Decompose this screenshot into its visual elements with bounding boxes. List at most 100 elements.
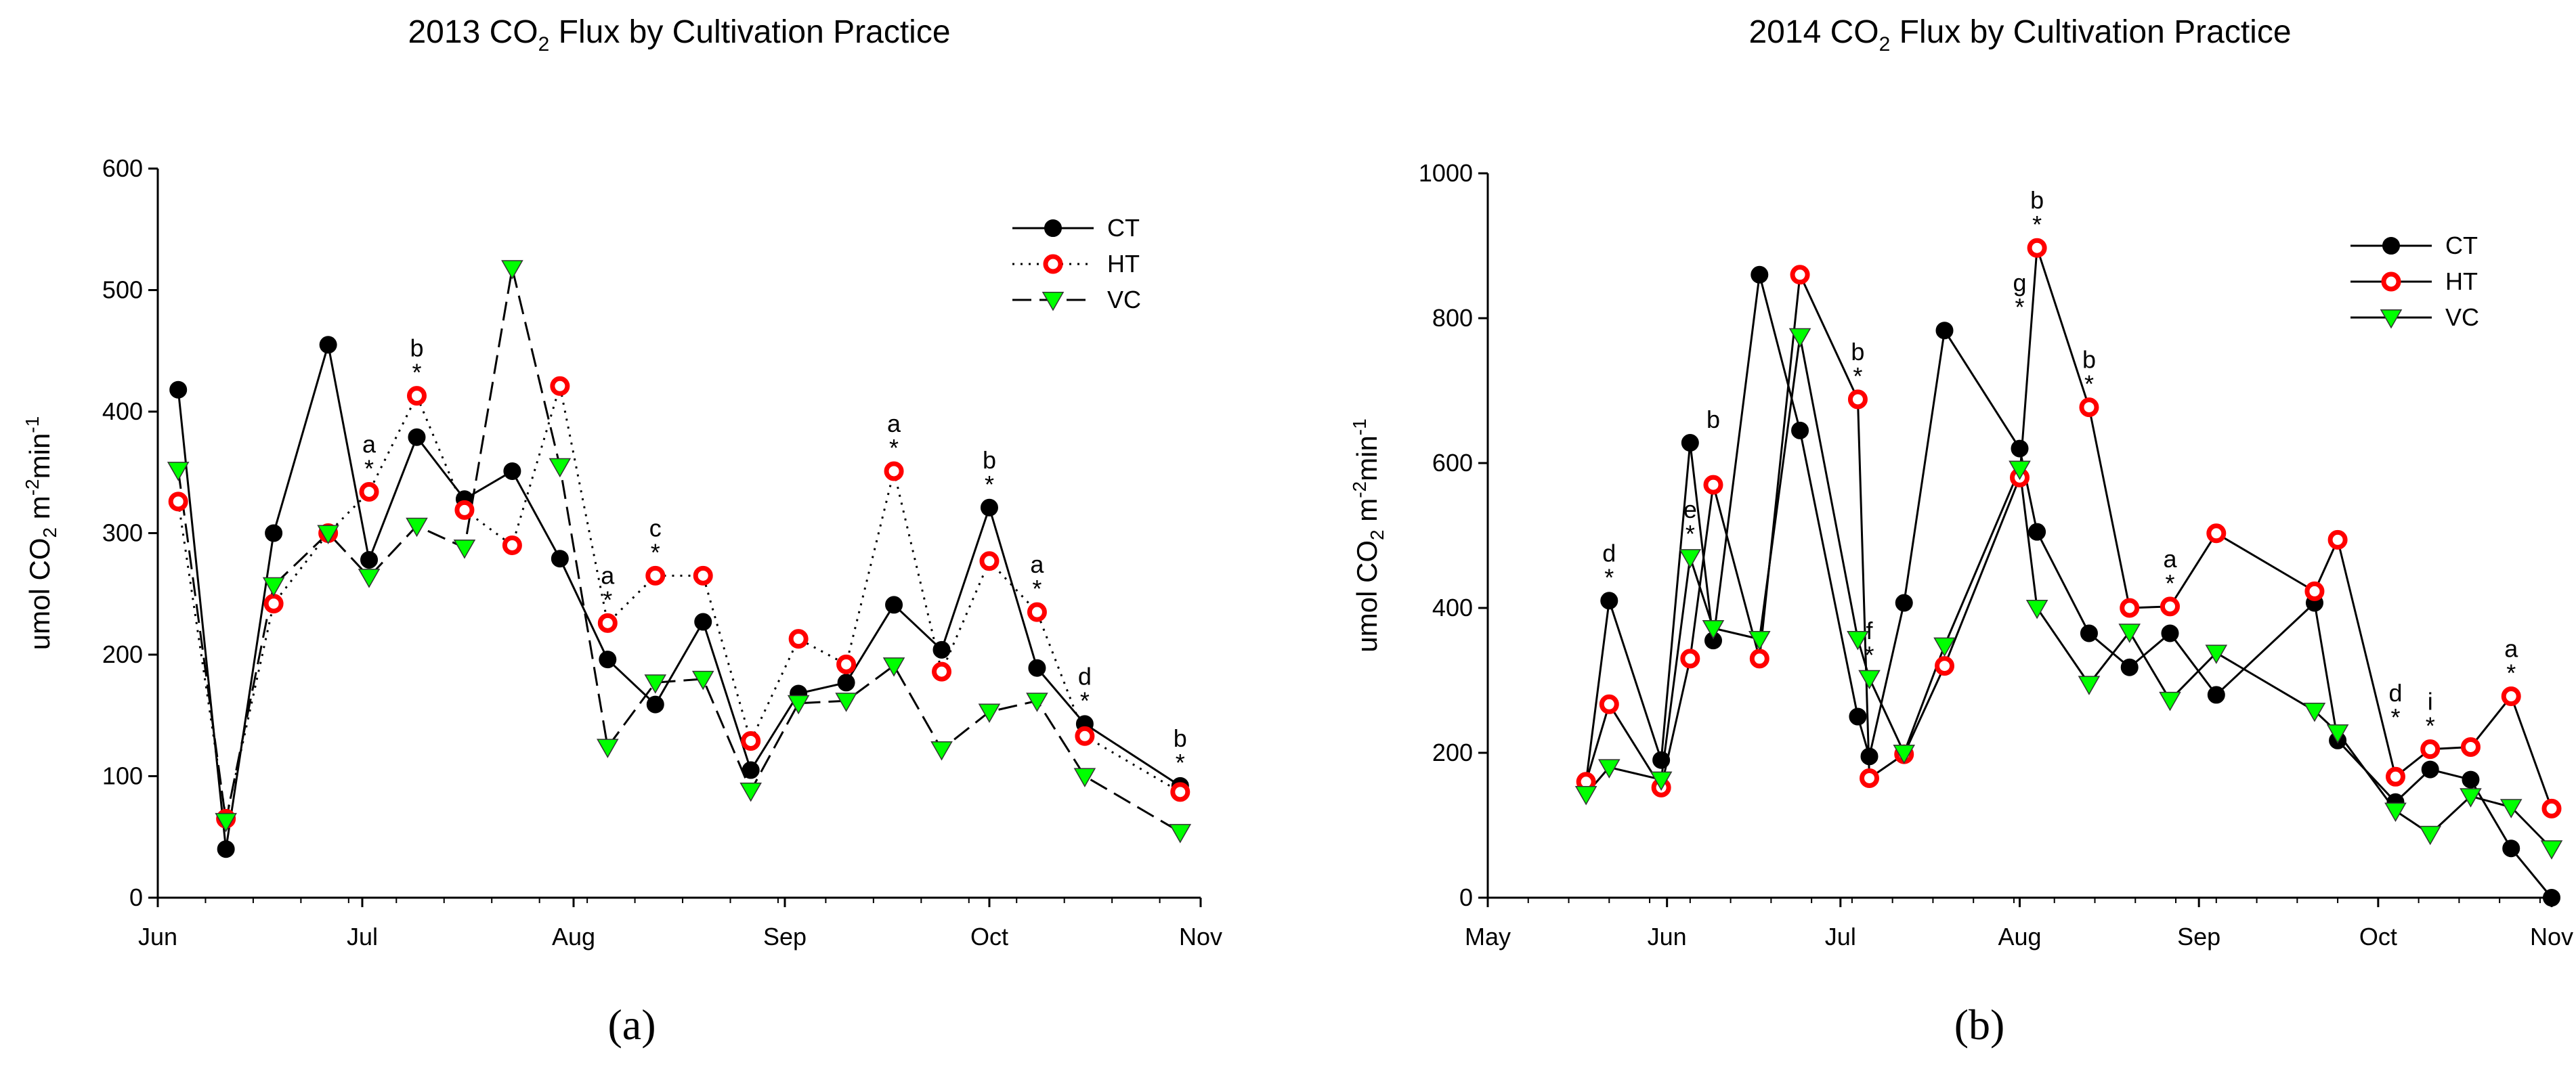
- significance-annotation: *: [1686, 520, 1695, 548]
- significance-annotation: *: [2032, 211, 2042, 238]
- data-point-ct: [599, 651, 617, 669]
- legend-marker-ct: [2382, 237, 2400, 255]
- significance-annotation: a: [362, 430, 377, 458]
- chart-title: 2014 CO2 Flux by Cultivation Practice: [1748, 14, 2291, 56]
- data-point-ct: [169, 380, 188, 399]
- data-point-ht: [932, 661, 952, 682]
- data-point-ct: [742, 761, 760, 779]
- data-point-ht: [884, 461, 904, 481]
- significance-annotation: b: [410, 334, 423, 362]
- data-point-vc: [317, 525, 339, 545]
- data-point-ht: [1703, 475, 1723, 495]
- data-point-ct: [694, 613, 712, 631]
- x-tick-label: Jun: [138, 923, 177, 950]
- data-point-ct: [360, 550, 379, 569]
- x-tick-label: Nov: [2530, 923, 2573, 950]
- legend-label-vc: VC: [2445, 303, 2479, 331]
- panel-label: (b): [1954, 1001, 2005, 1049]
- x-tick-label: Nov: [1179, 923, 1222, 950]
- data-point-ct: [1849, 707, 1867, 726]
- data-point-ht: [1847, 389, 1868, 410]
- legend-marker-ct: [1044, 219, 1062, 237]
- data-point-ht: [788, 629, 809, 649]
- data-point-ht: [550, 376, 570, 396]
- data-point-ht: [2501, 686, 2521, 707]
- data-point-ct: [551, 550, 569, 568]
- y-tick-label: 600: [102, 154, 143, 182]
- data-point-ct: [932, 640, 951, 659]
- data-point-ht: [502, 535, 522, 555]
- data-point-ct: [980, 498, 998, 517]
- data-point-vc: [2009, 460, 2031, 481]
- data-point-ct: [2161, 624, 2179, 642]
- data-point-ct: [646, 695, 664, 714]
- data-point-ct: [217, 840, 235, 858]
- significance-annotation: *: [1032, 575, 1042, 603]
- x-tick-label: Oct: [970, 923, 1008, 950]
- panel-label: (a): [607, 1001, 656, 1049]
- significance-annotation: a: [601, 561, 615, 589]
- data-point-ct: [1751, 265, 1769, 284]
- data-point-vc: [2460, 788, 2482, 808]
- data-point-ct: [2421, 760, 2439, 779]
- x-tick-label: Jul: [347, 923, 378, 950]
- significance-annotation: *: [2390, 703, 2400, 731]
- significance-annotation: *: [1853, 362, 1862, 390]
- data-point-ct: [1935, 322, 1954, 340]
- significance-annotation: b: [2030, 186, 2044, 214]
- data-point-vc: [2540, 840, 2563, 860]
- legend-marker-ht: [2381, 271, 2401, 292]
- significance-annotation: *: [985, 471, 994, 498]
- x-tick-label: Sep: [2177, 923, 2220, 950]
- data-point-vc: [2118, 624, 2141, 643]
- significance-annotation: d: [1602, 539, 1616, 567]
- data-point-ht: [168, 491, 188, 512]
- series-line-ct: [1585, 274, 2553, 898]
- y-tick-label: 100: [102, 762, 143, 790]
- data-point-ct: [2011, 439, 2029, 458]
- chart-title: 2013 CO2 Flux by Cultivation Practice: [408, 14, 950, 56]
- data-point-ht: [2120, 598, 2140, 618]
- data-point-ct: [265, 524, 283, 542]
- legend-label-ct: CT: [2445, 232, 2478, 259]
- data-point-vc: [597, 739, 619, 758]
- series-line-ct: [177, 343, 1181, 850]
- significance-annotation: d: [1078, 662, 1092, 690]
- y-tick-label: 1000: [1419, 159, 1473, 187]
- data-point-vc: [501, 260, 523, 280]
- y-tick-label: 800: [1432, 304, 1473, 332]
- significance-annotation: *: [2506, 659, 2516, 687]
- data-point-ct: [2502, 839, 2520, 858]
- data-point-ht: [1790, 265, 1810, 285]
- data-point-ht: [454, 500, 475, 520]
- data-point-ct: [319, 336, 337, 354]
- series-line-ht: [1585, 246, 2553, 809]
- data-point-ht: [2327, 529, 2348, 550]
- data-point-ht: [2304, 581, 2325, 601]
- data-point-ht: [1860, 768, 1880, 788]
- significance-annotation: *: [412, 359, 421, 387]
- data-point-ht: [2420, 739, 2441, 760]
- data-point-vc: [1169, 824, 1192, 844]
- chart-2013-co2-flux: 2013 CO2 Flux by Cultivation Practice 0 10…: [22, 14, 1222, 1049]
- y-axis-label: umol CO2 m-2min-1: [22, 416, 60, 650]
- data-point-vc: [1858, 670, 1881, 690]
- data-point-vc: [2326, 724, 2349, 744]
- data-point-ht: [2079, 397, 2099, 418]
- significance-annotation: *: [1865, 641, 1874, 669]
- legend-label-ct: CT: [1107, 214, 1140, 242]
- significance-annotation: c: [649, 514, 662, 542]
- data-point-ht: [741, 730, 761, 751]
- data-point-ht: [2460, 737, 2481, 757]
- data-point-ct: [2462, 770, 2480, 789]
- legend-marker-vc: [1042, 292, 1065, 311]
- x-tick-label: Jun: [1648, 923, 1687, 950]
- data-point-ht: [2160, 596, 2180, 617]
- data-point-vc: [358, 569, 381, 588]
- significance-annotation: b: [2082, 346, 2096, 374]
- data-point-ht: [1935, 656, 1955, 676]
- data-point-ct: [2207, 686, 2225, 704]
- x-tick-label: Oct: [2359, 923, 2397, 950]
- significance-annotation: b: [1851, 338, 1864, 366]
